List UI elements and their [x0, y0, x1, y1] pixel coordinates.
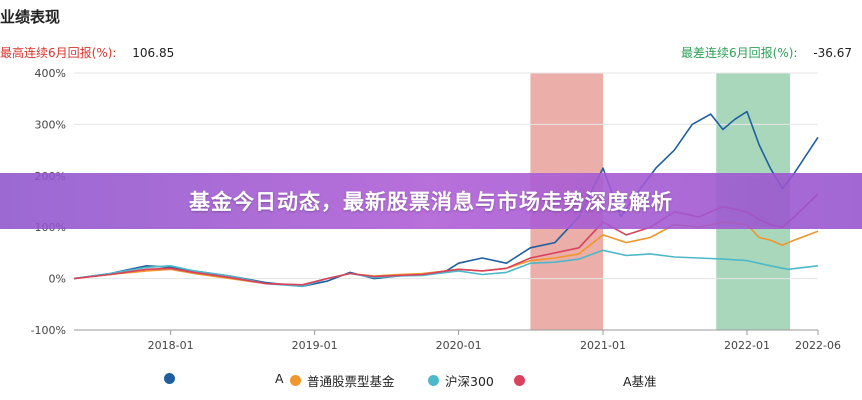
max-loss-stat: 最差连续6月回报(%): -36.67 — [681, 44, 852, 61]
x-tick-label: 2022-01 — [724, 339, 770, 352]
series-line-2 — [73, 221, 819, 286]
y-tick-label: -100% — [31, 324, 66, 337]
chart-title: 业绩表现 — [0, 8, 61, 26]
x-tick-label: 2019-01 — [292, 339, 338, 352]
legend-item-csi300[interactable]: 沪深300 — [428, 371, 494, 390]
legend-item-benchmark[interactable]: A基准 — [514, 371, 657, 390]
headline-text: 基金今日动态，最新股票消息与市场走势深度解析 — [189, 190, 673, 214]
legend-dot-icon — [290, 375, 301, 386]
max-loss-value: -36.67 — [813, 46, 852, 60]
max-loss-label: 最差连续6月回报(%): — [681, 46, 798, 60]
headline-banner: 基金今日动态，最新股票消息与市场走势深度解析 — [0, 173, 862, 229]
x-axis: 2018-01 2019-01 2020-01 2021-01 2022-01 2022-… — [74, 329, 841, 352]
legend-dot-icon — [164, 373, 175, 384]
legend-dot-icon — [514, 375, 525, 386]
x-tick-label: 2018-01 — [148, 339, 194, 352]
max-gain-stat: 最高连续6月回报(%): 106.85 — [0, 44, 174, 61]
legend-dot-icon — [428, 375, 439, 386]
x-tick-label: 2021-01 — [580, 339, 626, 352]
x-tick-label: 2022-06 — [795, 339, 841, 352]
legend-label: 沪深300 — [445, 374, 494, 389]
max-gain-value: 106.85 — [132, 46, 175, 60]
legend-item-stock-fund[interactable]: 普通股票型基金 — [290, 371, 395, 390]
legend-label: A基准 — [623, 374, 657, 389]
y-tick-label: 400% — [35, 67, 66, 80]
legend-label: A — [275, 371, 284, 386]
legend: A 普通股票型基金 沪深300 A基准 — [0, 369, 862, 391]
x-tick-label: 2020-01 — [436, 339, 482, 352]
legend-item-fund[interactable]: A — [164, 371, 284, 386]
y-tick-label: 0% — [49, 273, 66, 286]
legend-label: 普通股票型基金 — [307, 374, 395, 389]
series-line-3 — [73, 249, 819, 288]
y-tick-label: 300% — [35, 118, 66, 131]
max-gain-label: 最高连续6月回报(%): — [0, 46, 117, 60]
